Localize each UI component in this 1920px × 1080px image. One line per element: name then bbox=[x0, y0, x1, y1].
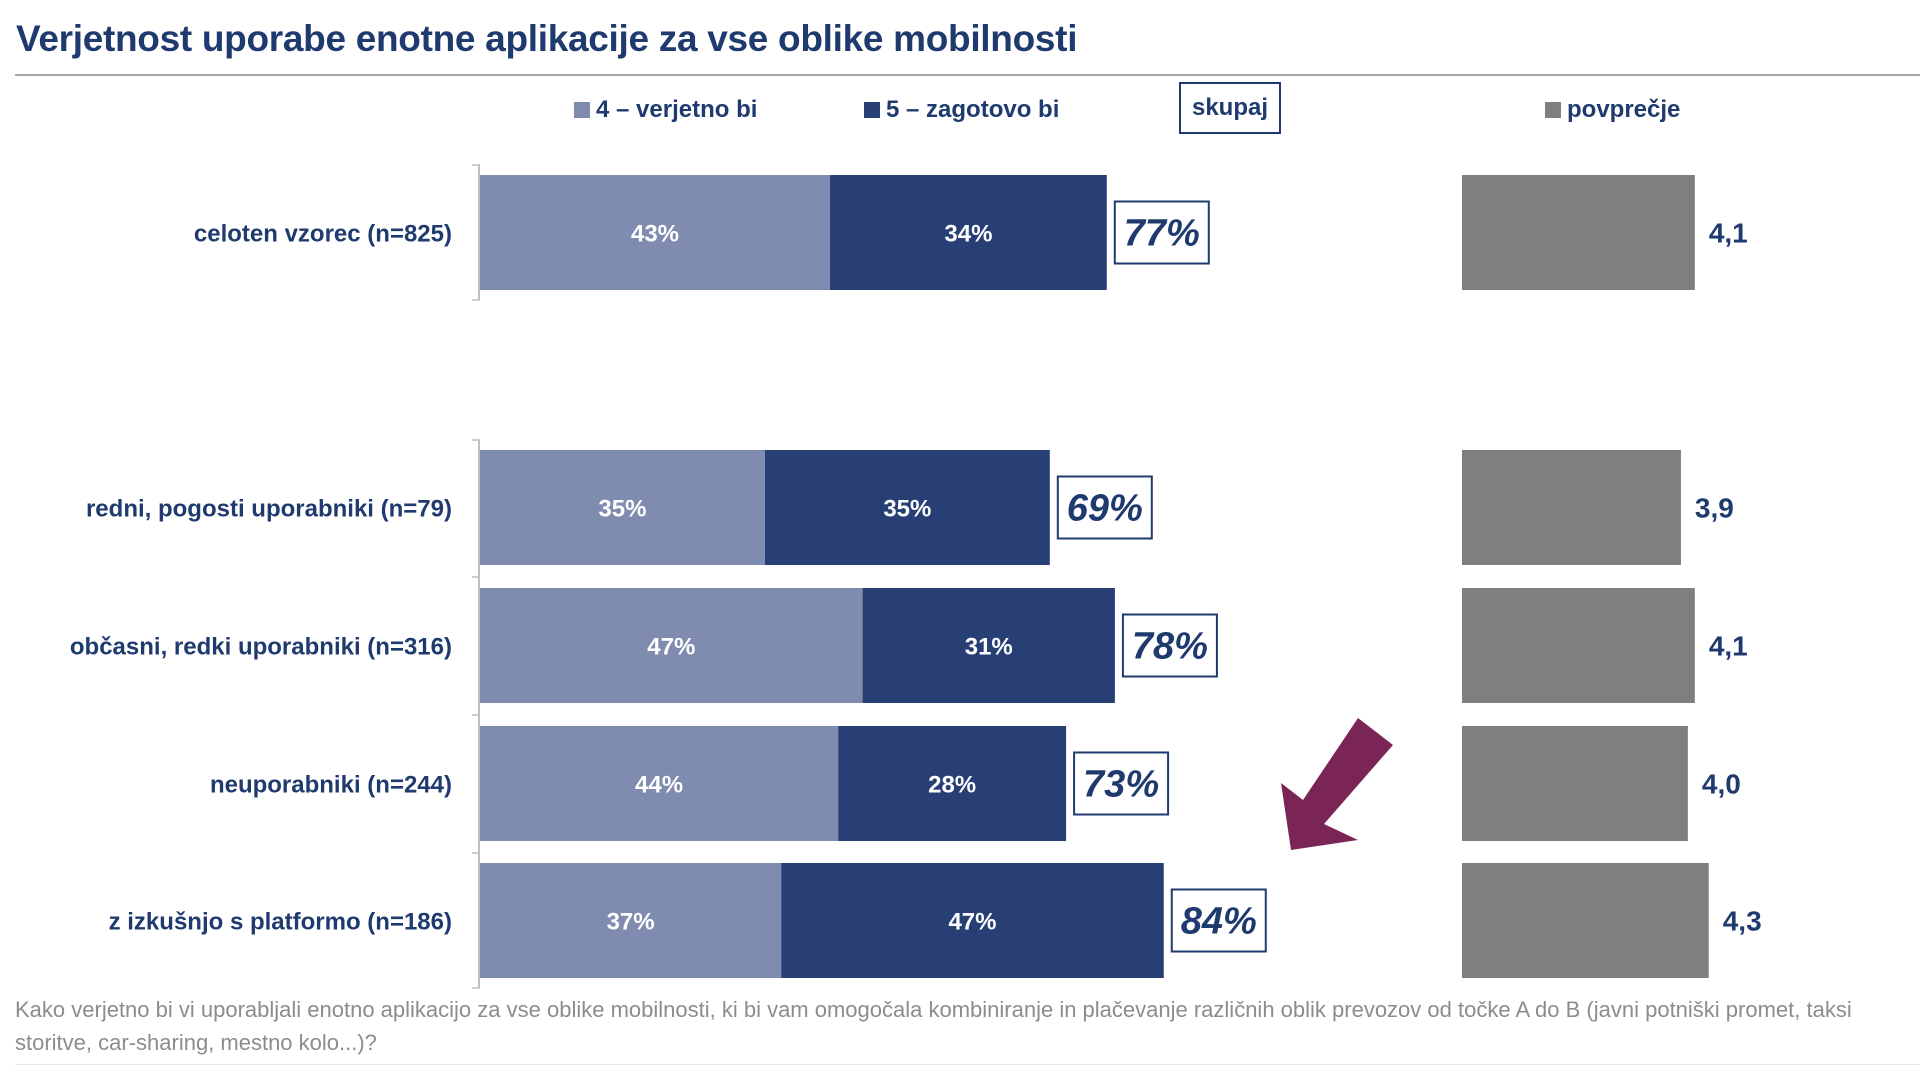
average-bar bbox=[1462, 726, 1688, 841]
bar-segment-zagotovo bbox=[830, 175, 1107, 290]
bar-value-label: 35% bbox=[598, 496, 646, 523]
average-value-label: 3,9 bbox=[1695, 493, 1734, 524]
bar-segment-verjetno bbox=[480, 863, 782, 978]
bar-segment-zagotovo bbox=[781, 863, 1164, 978]
bar-segment-verjetno bbox=[480, 450, 765, 565]
total-value-label: 69% bbox=[1067, 488, 1143, 530]
legend-swatch-series-5 bbox=[864, 102, 880, 118]
question-footnote: Kako verjetno bi vi uporabljali enotno a… bbox=[15, 997, 1852, 1055]
total-box bbox=[1170, 888, 1267, 953]
legend-label-average: povprečje bbox=[1567, 96, 1681, 123]
total-box bbox=[1056, 475, 1153, 540]
bar-value-label: 28% bbox=[928, 772, 976, 799]
bar-segment-zagotovo bbox=[862, 588, 1115, 703]
average-bar bbox=[1462, 450, 1681, 565]
total-box bbox=[1121, 613, 1218, 678]
legend-total-box: skupaj bbox=[1179, 82, 1281, 134]
category-label: celoten vzorec (n=825) bbox=[194, 221, 452, 248]
bar-segment-zagotovo bbox=[764, 450, 1050, 565]
average-value-label: 4,0 bbox=[1702, 769, 1741, 800]
bar-value-label: 43% bbox=[631, 221, 679, 248]
bar-segment-verjetno bbox=[480, 175, 831, 290]
legend-label-series-4: 4 – verjetno bi bbox=[596, 96, 758, 123]
legend-item-zagotovo: 5 – zagotovo bi bbox=[864, 96, 1059, 124]
total-value-label: 84% bbox=[1181, 901, 1257, 943]
average-bar bbox=[1462, 863, 1709, 978]
chart-title: Verjetnost uporabe enotne aplikacije za … bbox=[16, 18, 1078, 59]
bar-value-label: 35% bbox=[883, 496, 931, 523]
bar-segment-zagotovo bbox=[838, 726, 1067, 841]
bar-segment-verjetno bbox=[480, 726, 839, 841]
legend-item-average: povprečje bbox=[1545, 96, 1680, 124]
legend-swatch-average bbox=[1545, 102, 1561, 118]
bar-value-label: 47% bbox=[647, 634, 695, 661]
legend-swatch-series-4 bbox=[574, 102, 590, 118]
bar-value-label: 47% bbox=[948, 909, 996, 936]
total-box bbox=[1113, 200, 1210, 265]
average-bar bbox=[1462, 175, 1695, 290]
category-label: neuporabniki (n=244) bbox=[210, 772, 452, 799]
total-box bbox=[1073, 751, 1170, 816]
total-value-label: 77% bbox=[1124, 213, 1200, 255]
bar-value-label: 31% bbox=[965, 634, 1013, 661]
legend-label-series-5: 5 – zagotovo bi bbox=[886, 96, 1060, 123]
average-value-label: 4,3 bbox=[1723, 906, 1762, 937]
legend-item-verjetno: 4 – verjetno bi bbox=[574, 96, 757, 124]
title-divider bbox=[15, 74, 1920, 76]
bar-value-label: 44% bbox=[635, 772, 683, 799]
category-label: z izkušnjo s platformo (n=186) bbox=[109, 909, 452, 936]
average-value-label: 4,1 bbox=[1709, 218, 1748, 249]
total-value-label: 78% bbox=[1132, 626, 1208, 668]
average-value-label: 4,1 bbox=[1709, 631, 1748, 662]
bar-value-label: 34% bbox=[944, 221, 992, 248]
category-label: občasni, redki uporabniki (n=316) bbox=[70, 634, 452, 661]
arrow-down-left-icon bbox=[1281, 718, 1393, 850]
bar-segment-verjetno bbox=[480, 588, 863, 703]
footnote-divider bbox=[15, 1064, 1920, 1065]
category-label: redni, pogosti uporabniki (n=79) bbox=[86, 496, 452, 523]
average-bar bbox=[1462, 588, 1695, 703]
bar-value-label: 37% bbox=[607, 909, 655, 936]
total-value-label: 73% bbox=[1083, 764, 1159, 806]
